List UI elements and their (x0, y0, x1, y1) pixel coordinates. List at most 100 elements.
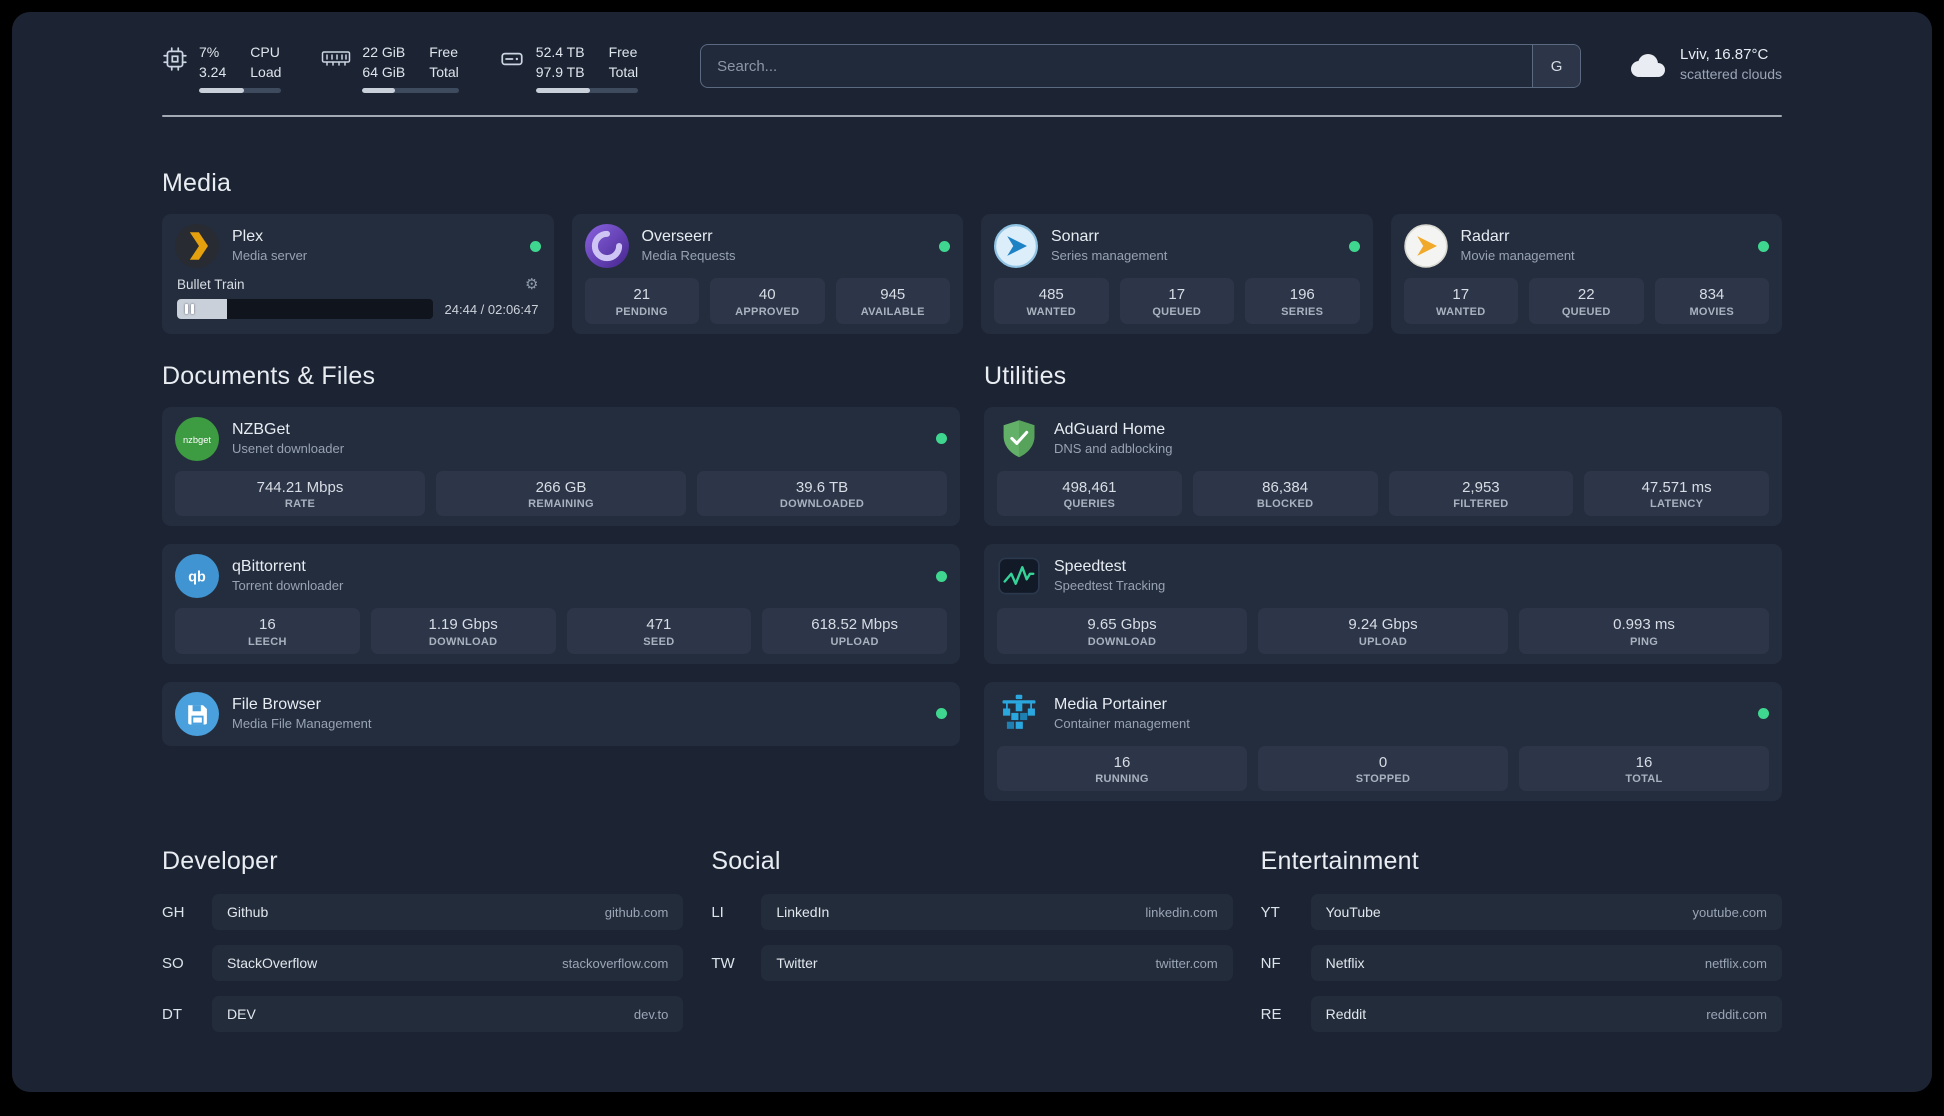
service-card-overseerr[interactable]: Overseerr Media Requests 21 PENDING 40 A… (571, 214, 963, 334)
stat-box: 9.65 Gbps DOWNLOAD (997, 608, 1247, 654)
bookmark-link-twitter[interactable]: Twitter twitter.com (761, 945, 1233, 981)
service-card-filebrowser[interactable]: File Browser Media File Management (162, 681, 960, 746)
portainer-icon (997, 692, 1041, 736)
bookmark-link-dev[interactable]: DEV dev.to (212, 996, 684, 1032)
service-card-speedtest[interactable]: Speedtest Speedtest Tracking 9.65 Gbps D… (984, 544, 1782, 664)
bookmark-link-github[interactable]: Github github.com (212, 894, 684, 930)
stat-box: 9.24 Gbps UPLOAD (1258, 608, 1508, 654)
disk-icon (499, 46, 525, 93)
disk-total-value: 97.9 TB (535, 63, 585, 80)
bookmark-link-netflix[interactable]: Netflix netflix.com (1310, 945, 1782, 981)
pause-button[interactable] (185, 304, 194, 314)
search-provider-button[interactable]: G (1532, 45, 1581, 87)
weather-location: Lviv, 16.87°C (1680, 46, 1769, 63)
weather-widget: Lviv, 16.87°C scattered clouds (1627, 45, 1782, 84)
media-heading: Media (162, 169, 232, 197)
stat-box: 16 LEECH (175, 608, 360, 654)
service-subtitle: Media server (232, 248, 308, 264)
service-card-radarr[interactable]: Radarr Movie management 17 WANTED 22 QUE… (1390, 214, 1782, 334)
service-name: NZBGet (232, 420, 290, 438)
status-dot (1348, 240, 1360, 252)
bookmark-link-youtube[interactable]: YouTube youtube.com (1310, 894, 1782, 930)
stat-box: 47.571 ms LATENCY (1584, 470, 1769, 516)
bookmark-abbr: SO (162, 954, 184, 972)
service-card-nzbget[interactable]: nzbget NZBGet Usenet downloader 744.21 M… (162, 406, 960, 526)
playback-time: 24:44 / 02:06:47 (444, 301, 539, 317)
developer-heading: Developer (162, 847, 278, 875)
stat-box: 471 SEED (566, 608, 752, 654)
svg-text:nzbget: nzbget (183, 434, 211, 444)
service-subtitle: Torrent downloader (232, 578, 344, 594)
stat-box: 2,953 FILTERED (1388, 470, 1574, 516)
status-dot (936, 570, 947, 582)
stat-box: 744.21 Mbps RATE (175, 470, 425, 516)
bookmark-row-youtube: YT YouTube youtube.com (1261, 894, 1782, 930)
memory-icon (321, 46, 351, 93)
social-heading: Social (711, 847, 781, 875)
memory-free-value: 22 GiB (362, 44, 406, 60)
bookmark-row-dev: DT DEV dev.to (162, 996, 684, 1032)
stat-box: 40 APPROVED (710, 278, 825, 324)
svg-text:qb: qb (188, 570, 206, 586)
cloud-icon (1627, 52, 1667, 78)
stat-box: 945 AVAILABLE (835, 278, 950, 324)
stat-box: 17 QUEUED (1119, 278, 1234, 324)
gear-icon[interactable]: ⚙ (525, 276, 539, 293)
bookmark-row-stackoverflow: SO StackOverflow stackoverflow.com (162, 945, 684, 981)
memory-total-label: Total (429, 63, 459, 80)
filebrowser-icon (175, 691, 219, 736)
stat-box: 196 SERIES (1245, 278, 1360, 324)
service-subtitle: Container management (1054, 715, 1190, 731)
adguard-icon (997, 417, 1041, 461)
bookmark-link-reddit[interactable]: Reddit reddit.com (1310, 996, 1782, 1032)
bookmark-abbr: NF (1260, 954, 1281, 972)
service-card-sonarr[interactable]: Sonarr Series management 485 WANTED 17 Q… (981, 214, 1373, 334)
stat-box: 498,461 QUERIES (997, 470, 1182, 516)
bookmark-abbr: TW (711, 954, 735, 972)
service-name: Radarr (1460, 228, 1510, 246)
topbar-divider (162, 115, 1782, 117)
search-bar: G (700, 44, 1582, 88)
stat-box: 22 QUEUED (1529, 278, 1644, 324)
stat-box: 266 GB REMAINING (436, 470, 686, 516)
search-input[interactable] (701, 45, 1533, 87)
utilities-heading: Utilities (984, 361, 1067, 390)
stat-box: 834 MOVIES (1654, 278, 1769, 324)
service-subtitle: DNS and adblocking (1054, 440, 1173, 456)
bookmark-link-stackoverflow[interactable]: StackOverflow stackoverflow.com (212, 945, 684, 981)
cpu-icon (162, 46, 188, 93)
qbittorrent-icon: qb (175, 554, 219, 598)
service-card-portainer[interactable]: Media Portainer Container management 16 … (984, 681, 1782, 801)
status-dot (1758, 240, 1769, 252)
documents-heading: Documents & Files (162, 361, 376, 390)
section-utilities: Utilities AdGuard Home (984, 361, 1782, 801)
bookmark-row-github: GH Github github.com (162, 894, 684, 930)
bookmark-abbr: RE (1260, 1005, 1282, 1023)
service-card-qbittorrent[interactable]: qb qBittorrent Torrent downloader 16 LEE… (162, 544, 960, 664)
playback-progress-bar (177, 299, 433, 319)
service-card-adguard[interactable]: AdGuard Home DNS and adblocking 498,461 … (984, 406, 1782, 526)
service-name: AdGuard Home (1054, 420, 1166, 438)
disk-progress-bar (535, 88, 639, 93)
disk-total-label: Total (608, 63, 639, 80)
stat-box: 0 STOPPED (1258, 745, 1508, 791)
bookmark-row-netflix: NF Netflix netflix.com (1261, 945, 1782, 981)
dashboard: 7% 3.24 CPU Load (12, 12, 1932, 1092)
memory-progress-bar (362, 88, 459, 93)
stat-box: 86,384 BLOCKED (1192, 470, 1378, 516)
stat-box: 16 RUNNING (997, 745, 1247, 791)
service-subtitle: Speedtest Tracking (1054, 578, 1166, 594)
disk-metric: 52.4 TB 97.9 TB Free Total (499, 44, 639, 93)
stat-box: 485 WANTED (994, 278, 1109, 324)
cpu-percent: 7% (199, 44, 220, 60)
section-social: Social LI LinkedIn linkedin.com TW Twitt… (711, 847, 1233, 996)
service-card-plex[interactable]: Plex Media server Bullet Train ⚙ (162, 214, 554, 334)
service-name: Plex (232, 228, 264, 246)
memory-free-label: Free (429, 44, 459, 60)
service-name: Overseerr (641, 228, 713, 246)
service-subtitle: Media Requests (641, 248, 736, 264)
stat-box: 39.6 TB DOWNLOADED (697, 470, 947, 516)
status-dot (939, 240, 950, 252)
bookmark-link-linkedin[interactable]: LinkedIn linkedin.com (761, 894, 1233, 930)
status-dot (936, 708, 947, 719)
